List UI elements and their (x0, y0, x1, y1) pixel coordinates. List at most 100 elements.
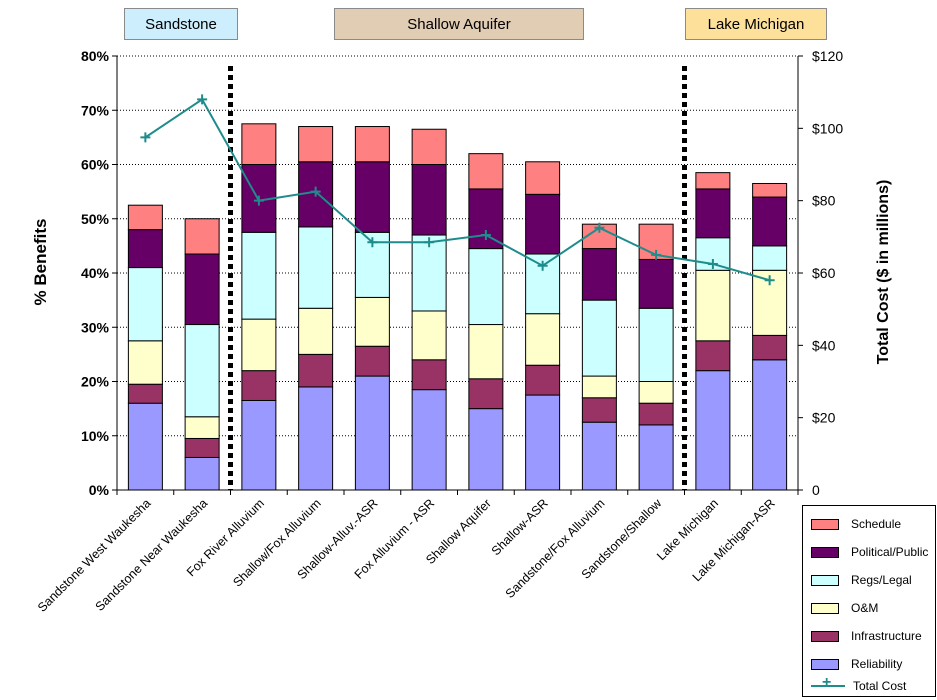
y-tick-label: 20% (81, 374, 110, 390)
bar-segment-infrastructure (298, 353, 334, 388)
bar-segment-o-m (184, 416, 220, 439)
y-axis-label: % Benefits (31, 219, 50, 306)
legend-item-political-public: Political/Public (811, 544, 928, 560)
total-cost-marker (537, 260, 548, 271)
bar-segment-reliability (525, 394, 561, 491)
bar-segment-o-m (525, 313, 561, 366)
total-cost-polyline (144, 97, 770, 282)
y2-tick-label: $20 (812, 410, 836, 426)
legend-swatch-regs-legal (811, 574, 839, 586)
legend-swatch-om (811, 602, 839, 614)
total-cost-marker (140, 132, 151, 143)
total-cost-marker (594, 222, 605, 233)
y2-tick-label: $40 (812, 337, 836, 353)
bar-segment-reliability (298, 386, 334, 491)
y-tick-label: 70% (81, 102, 110, 118)
legend-label-schedule: Schedule (851, 517, 902, 531)
group-label-sandstone: Sandstone (124, 8, 238, 40)
total-cost-marker (253, 195, 264, 206)
bar-segment-reliability (695, 370, 731, 491)
legend-swatch-reliability (811, 658, 839, 670)
bar-segment-infrastructure (241, 370, 277, 401)
y2-tick-label: $120 (812, 48, 843, 64)
bar-segment-political-public (638, 258, 674, 309)
bar-segment-o-m (127, 340, 163, 385)
group-label-shallow-aquifer: Shallow Aquifer (334, 8, 584, 40)
bar-segment-schedule (411, 128, 447, 166)
bar-segment-political-public (411, 164, 447, 236)
bar-segment-regs-legal (638, 307, 674, 383)
bar-segment-reliability (752, 359, 788, 491)
bar-segment-o-m (695, 269, 731, 342)
legend-label-total-cost: Total Cost (853, 679, 907, 693)
bar-segment-o-m (354, 296, 390, 347)
group-label-lake-michigan: Lake Michigan (685, 8, 827, 40)
bar-segment-reliability (411, 389, 447, 491)
bar-segment-infrastructure (184, 437, 220, 458)
legend-label-reliability: Reliability (851, 657, 903, 671)
y2-tick-label: 0 (812, 482, 820, 498)
bar-segment-regs-legal (241, 231, 277, 320)
bar-segment-regs-legal (411, 234, 447, 312)
bar-segment-reliability (468, 408, 504, 491)
y2-tick-label: $80 (812, 193, 836, 209)
legend-item-regs-legal: Regs/Legal (811, 572, 912, 588)
legend-label-om: O&M (851, 601, 879, 615)
category-label: Shallow-ASR (489, 496, 551, 558)
bar-segment-schedule (241, 123, 277, 165)
total-cost-marker (424, 237, 435, 248)
bar-segment-reliability (241, 399, 277, 491)
legend-swatch-infrastructure (811, 630, 839, 642)
bar-segment-reliability (638, 424, 674, 491)
category-label: Sandstone/Fox Alluvium (503, 496, 608, 601)
bar-segment-schedule (354, 126, 390, 163)
total-cost-marker (310, 186, 321, 197)
bar-segment-political-public (184, 253, 220, 326)
y-tick-label: 30% (81, 319, 110, 335)
total-cost-line (140, 94, 775, 286)
bar-segment-infrastructure (468, 378, 504, 410)
legend-item-infrastructure: Infrastructure (811, 628, 922, 644)
y-tick-label: 50% (81, 211, 110, 227)
bar-segment-schedule (298, 126, 334, 163)
bar-segment-schedule (752, 182, 788, 198)
bar-segment-infrastructure (695, 340, 731, 372)
y2-tick-label: $100 (812, 120, 843, 136)
y-tick-label: 60% (81, 157, 110, 173)
bar-segment-schedule (525, 161, 561, 195)
legend: Schedule Political/Public Regs/Legal O&M… (802, 505, 936, 697)
legend-swatch-schedule (811, 518, 839, 530)
bar-segment-regs-legal (468, 248, 504, 326)
legend-swatch-political-public (811, 546, 839, 558)
bar-segment-reliability (184, 456, 220, 491)
y2-tick-label: $60 (812, 265, 836, 281)
bar-segment-o-m (468, 324, 504, 380)
bar-segment-infrastructure (354, 345, 390, 377)
bar-segment-reliability (581, 421, 617, 491)
y2-axis-label: Total Cost ($ in millions) (875, 180, 892, 365)
bar-segment-political-public (525, 193, 561, 255)
legend-item-schedule: Schedule (811, 516, 901, 532)
total-cost-marker (367, 237, 378, 248)
bar-segment-o-m (411, 310, 447, 361)
category-label: Sandstone Near Waukesha (93, 496, 211, 614)
bar-segment-o-m (581, 375, 617, 399)
bar-segment-political-public (752, 196, 788, 247)
bar-segment-infrastructure (411, 359, 447, 391)
group-dividers (228, 66, 687, 490)
bar-segment-political-public (354, 161, 390, 233)
y-tick-label: 0% (89, 482, 110, 498)
legend-label-regs-legal: Regs/Legal (851, 573, 912, 587)
bar-segment-o-m (638, 381, 674, 404)
y-tick-label: 10% (81, 428, 110, 444)
legend-label-infrastructure: Infrastructure (851, 629, 922, 643)
bar-segment-reliability (127, 402, 163, 491)
bars (127, 123, 788, 491)
legend-item-total-cost: Total Cost (811, 674, 907, 694)
bar-segment-schedule (184, 218, 220, 255)
bar-segment-regs-legal (184, 324, 220, 418)
bar-segment-o-m (298, 307, 334, 355)
y-tick-label: 40% (81, 265, 110, 281)
bar-segment-reliability (354, 375, 390, 491)
